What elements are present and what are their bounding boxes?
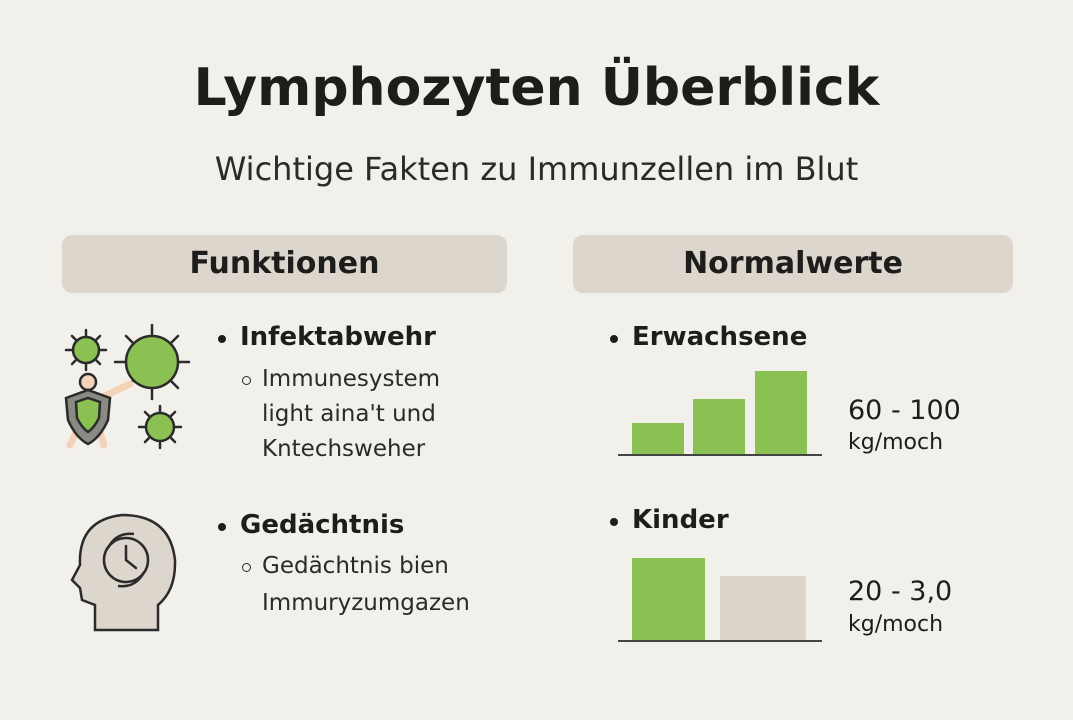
head-clock-icon (70, 513, 177, 632)
group-label: Kinder (610, 505, 729, 535)
range-value: 20 - 3,0 (848, 576, 953, 607)
range-unit: kg/moch (848, 612, 944, 637)
virus-icon (64, 323, 191, 450)
subtitle: Wichtige Fakten zu Immunzellen im Blut (214, 150, 859, 188)
shield-figure-icon (64, 372, 134, 449)
range-value: 60 - 100 (848, 395, 961, 426)
function-detail: Kntechsweher (262, 436, 426, 462)
group-label: Erwachsene (609, 322, 808, 352)
function-label: Gedächtnis (217, 510, 405, 540)
range-unit: kg/moch (848, 430, 944, 455)
adult-bar-illustration (618, 371, 822, 456)
title: Lymphozyten Überblick (193, 58, 880, 118)
function-detail: light aina't und (262, 401, 436, 427)
section-heading: Funktionen (62, 235, 507, 293)
function-detail: Immuryzumgazen (262, 590, 470, 616)
child-bar-illustration (618, 558, 822, 642)
section-heading: Normalwerte (573, 235, 1013, 293)
function-label: Infektabwehr (218, 322, 436, 352)
function-detail: Immunesystem (241, 366, 441, 392)
function-detail: Gedächtnis bien (242, 553, 449, 579)
